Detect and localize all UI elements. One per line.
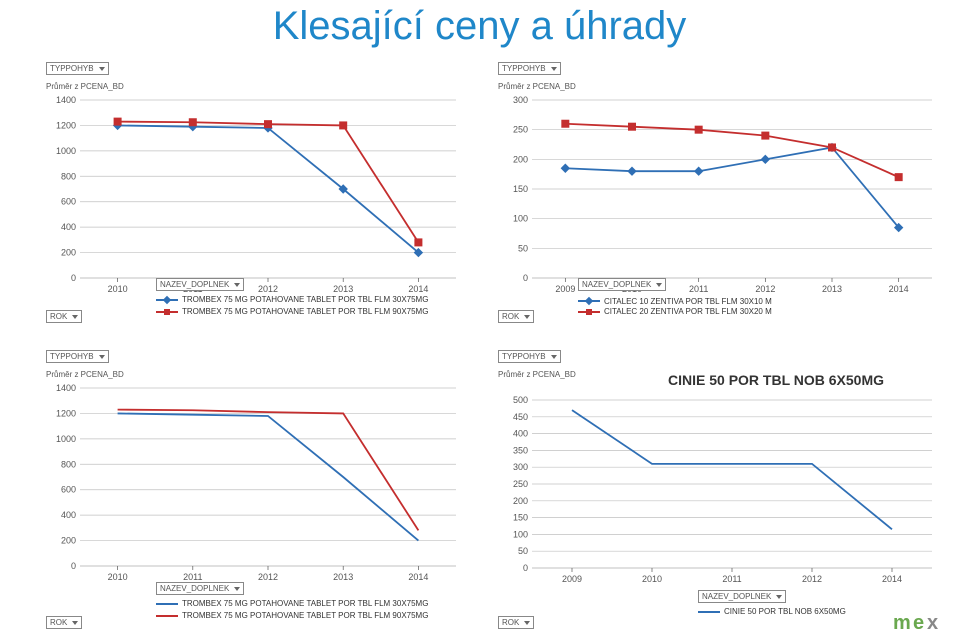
- svg-text:400: 400: [61, 510, 76, 520]
- typpohyb-dropdown[interactable]: TYPPOHYB: [498, 62, 561, 75]
- svg-text:450: 450: [513, 412, 528, 422]
- svg-text:500: 500: [513, 395, 528, 405]
- rok-dropdown[interactable]: ROK: [46, 310, 82, 323]
- svg-text:2014: 2014: [408, 572, 428, 582]
- svg-text:0: 0: [523, 273, 528, 283]
- svg-text:400: 400: [513, 429, 528, 439]
- chart-svg: 0 50 100 150 200 250 300 350 400 450 500 2009 2010 20…: [498, 392, 942, 592]
- typpohyb-dropdown[interactable]: TYPPOHYB: [498, 350, 561, 363]
- legend-label: CITALEC 10 ZENTIVA POR TBL FLM 30X10 M: [604, 297, 772, 306]
- svg-text:600: 600: [61, 197, 76, 207]
- legend-br: NAZEV_DOPLNEK CINIE 50 POR TBL NOB 6X50M…: [698, 590, 846, 619]
- nazev-dropdown[interactable]: NAZEV_DOPLNEK: [156, 582, 244, 595]
- svg-text:200: 200: [513, 154, 528, 164]
- nazev-dropdown[interactable]: NAZEV_DOPLNEK: [698, 590, 786, 603]
- rok-dropdown[interactable]: ROK: [498, 310, 534, 323]
- chart-bottom-left: TYPPOHYB Průměr z PCENA_BD 0 200 400 600 800…: [46, 350, 466, 630]
- svg-text:2009: 2009: [562, 574, 582, 584]
- svg-text:1400: 1400: [56, 383, 76, 393]
- rok-dropdown[interactable]: ROK: [498, 616, 534, 629]
- svg-text:2011: 2011: [722, 574, 741, 584]
- svg-text:600: 600: [61, 485, 76, 495]
- svg-text:e: e: [913, 612, 924, 633]
- legend-item: TROMBEX 75 MG POTAHOVANE TABLET POR TBL …: [156, 599, 428, 608]
- legend-item: TROMBEX 75 MG POTAHOVANE TABLET POR TBL …: [156, 307, 428, 316]
- svg-text:300: 300: [513, 462, 528, 472]
- yaxis-title: Průměr z PCENA_BD: [46, 370, 124, 379]
- legend-label: TROMBEX 75 MG POTAHOVANE TABLET POR TBL …: [182, 307, 428, 316]
- yaxis-title: Průměr z PCENA_BD: [498, 370, 576, 379]
- svg-text:800: 800: [61, 171, 76, 181]
- legend-item: CITALEC 20 ZENTIVA POR TBL FLM 30X20 M: [578, 307, 772, 316]
- legend-tl: NAZEV_DOPLNEK TROMBEX 75 MG POTAHOVANE T…: [156, 278, 428, 319]
- legend-item: CINIE 50 POR TBL NOB 6X50MG: [698, 607, 846, 616]
- svg-text:100: 100: [513, 529, 528, 539]
- chart-bottom-right: TYPPOHYB Průměr z PCENA_BD CINIE 50 POR …: [498, 350, 942, 630]
- legend-item: TROMBEX 75 MG POTAHOVANE TABLET POR TBL …: [156, 295, 428, 304]
- page: Klesající ceny a úhrady TYPPOHYB Průměr …: [0, 0, 959, 644]
- legend-label: CINIE 50 POR TBL NOB 6X50MG: [724, 607, 846, 616]
- svg-text:100: 100: [513, 214, 528, 224]
- svg-text:0: 0: [71, 273, 76, 283]
- svg-text:200: 200: [513, 496, 528, 506]
- svg-text:2010: 2010: [108, 572, 128, 582]
- chart-top-right: TYPPOHYB Průměr z PCENA_BD 0 50 100 150 200 2…: [498, 62, 942, 322]
- nazev-dropdown[interactable]: NAZEV_DOPLNEK: [156, 278, 244, 291]
- typpohyb-dropdown[interactable]: TYPPOHYB: [46, 62, 109, 75]
- svg-text:1000: 1000: [56, 146, 76, 156]
- svg-text:200: 200: [61, 536, 76, 546]
- svg-text:2013: 2013: [333, 572, 353, 582]
- chart-top-left: TYPPOHYB Průměr z PCENA_BD 0 200 400 600 800…: [46, 62, 466, 322]
- svg-text:250: 250: [513, 125, 528, 135]
- svg-text:1000: 1000: [56, 434, 76, 444]
- svg-text:2014: 2014: [882, 574, 902, 584]
- svg-text:200: 200: [61, 248, 76, 258]
- legend-label: TROMBEX 75 MG POTAHOVANE TABLET POR TBL …: [182, 295, 428, 304]
- chart-svg: 0 200 400 600 800 1000 1200 1400 2010 2011 2012 201…: [46, 380, 466, 590]
- svg-text:0: 0: [71, 561, 76, 571]
- chart-svg: 0501001502002503002009201020112012201320…: [498, 92, 942, 302]
- svg-text:2009: 2009: [555, 284, 575, 294]
- legend-label: CITALEC 20 ZENTIVA POR TBL FLM 30X20 M: [604, 307, 772, 316]
- svg-text:150: 150: [513, 513, 528, 523]
- yaxis-title: Průměr z PCENA_BD: [46, 82, 124, 91]
- svg-text:300: 300: [513, 95, 528, 105]
- nazev-dropdown[interactable]: NAZEV_DOPLNEK: [578, 278, 666, 291]
- svg-text:m: m: [893, 612, 911, 633]
- typpohyb-dropdown[interactable]: TYPPOHYB: [46, 350, 109, 363]
- svg-text:1400: 1400: [56, 95, 76, 105]
- svg-text:800: 800: [61, 459, 76, 469]
- svg-text:x: x: [927, 612, 938, 633]
- rok-dropdown[interactable]: ROK: [46, 616, 82, 629]
- svg-text:2011: 2011: [183, 572, 202, 582]
- svg-text:250: 250: [513, 479, 528, 489]
- svg-text:0: 0: [523, 563, 528, 573]
- logo: m e x: [893, 611, 947, 638]
- svg-text:50: 50: [518, 546, 528, 556]
- legend-bl: NAZEV_DOPLNEK TROMBEX 75 MG POTAHOVANE T…: [156, 582, 428, 623]
- svg-text:50: 50: [518, 243, 528, 253]
- legend-label: TROMBEX 75 MG POTAHOVANE TABLET POR TBL …: [182, 611, 428, 620]
- svg-text:2012: 2012: [258, 572, 278, 582]
- svg-text:1200: 1200: [56, 408, 76, 418]
- yaxis-title: Průměr z PCENA_BD: [498, 82, 576, 91]
- legend-item: TROMBEX 75 MG POTAHOVANE TABLET POR TBL …: [156, 611, 428, 620]
- svg-text:1200: 1200: [56, 120, 76, 130]
- legend-tr: NAZEV_DOPLNEK CITALEC 10 ZENTIVA POR TBL…: [578, 278, 942, 316]
- svg-text:2010: 2010: [642, 574, 662, 584]
- page-title: Klesající ceny a úhrady: [0, 4, 959, 49]
- legend-label: TROMBEX 75 MG POTAHOVANE TABLET POR TBL …: [182, 599, 428, 608]
- chart-subtitle: CINIE 50 POR TBL NOB 6X50MG: [668, 372, 884, 388]
- legend-item: CITALEC 10 ZENTIVA POR TBL FLM 30X10 M: [578, 297, 772, 306]
- svg-text:2012: 2012: [802, 574, 822, 584]
- svg-text:150: 150: [513, 184, 528, 194]
- svg-text:350: 350: [513, 445, 528, 455]
- svg-text:2010: 2010: [108, 284, 128, 294]
- svg-text:400: 400: [61, 222, 76, 232]
- chart-svg: 0200400600800100012001400201020112012201…: [46, 92, 466, 302]
